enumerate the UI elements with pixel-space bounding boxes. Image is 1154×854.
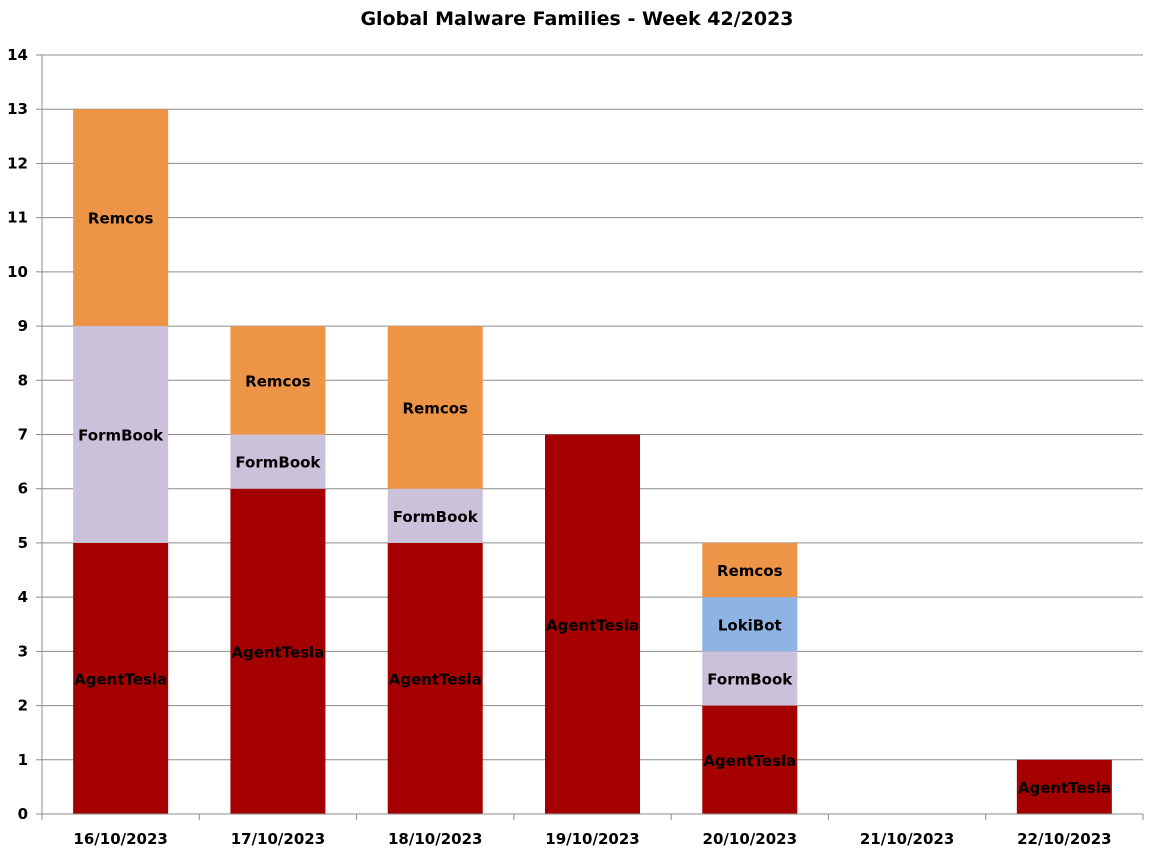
bar-segment-remcos-4: [702, 542, 798, 598]
bar-segment-agenttesla-0: [73, 542, 169, 814]
segment-label-lokibot: LokiBot: [718, 616, 782, 634]
axes: [36, 54, 1144, 820]
segment-label-formbook: FormBook: [78, 427, 164, 445]
bar-segment-agenttesla-6: [1016, 759, 1112, 814]
segment-label-remcos: Remcos: [245, 372, 311, 390]
y-tick-label: 3: [18, 642, 28, 660]
y-tick-label: 12: [7, 154, 28, 172]
y-tick-label: 1: [18, 751, 28, 769]
y-tick-label: 13: [7, 100, 28, 118]
y-tick-label: 14: [7, 46, 28, 64]
labels: 01234567891011121314AgentTeslaFormBookRe…: [7, 46, 1111, 848]
bar-segment-lokibot-4: [702, 597, 798, 652]
bar-segment-agenttesla-3: [545, 434, 640, 814]
segment-label-agenttesla: AgentTesla: [1018, 779, 1111, 797]
segment-label-agenttesla: AgentTesla: [546, 616, 639, 634]
segment-label-agenttesla: AgentTesla: [703, 752, 796, 770]
segment-label-agenttesla: AgentTesla: [74, 670, 167, 688]
bar-segment-remcos-0: [73, 109, 169, 327]
bar-segment-remcos-1: [230, 326, 326, 435]
segment-label-formbook: FormBook: [707, 670, 793, 688]
segment-label-agenttesla: AgentTesla: [389, 670, 482, 688]
x-tick-label: 17/10/2023: [231, 830, 325, 848]
segment-label-remcos: Remcos: [88, 210, 154, 228]
x-tick-label: 19/10/2023: [545, 830, 639, 848]
segment-label-remcos: Remcos: [402, 399, 468, 417]
y-tick-label: 10: [7, 263, 28, 281]
y-tick-label: 0: [18, 805, 28, 823]
x-tick-label: 21/10/2023: [860, 830, 954, 848]
y-tick-label: 8: [18, 371, 28, 389]
y-tick-label: 11: [7, 209, 28, 227]
bar-segment-formbook-0: [73, 326, 169, 543]
bar-segment-agenttesla-1: [230, 488, 326, 814]
segment-label-remcos: Remcos: [717, 562, 783, 580]
segment-label-formbook: FormBook: [235, 454, 321, 472]
segment-label-formbook: FormBook: [393, 508, 479, 526]
x-tick-label: 22/10/2023: [1017, 830, 1111, 848]
y-tick-label: 9: [18, 317, 28, 335]
y-tick-label: 2: [18, 697, 28, 715]
bar-segment-agenttesla-4: [702, 705, 798, 814]
y-tick-label: 4: [18, 588, 28, 606]
x-tick-label: 18/10/2023: [388, 830, 482, 848]
y-tick-label: 6: [18, 480, 28, 498]
chart-title: Global Malware Families - Week 42/2023: [360, 8, 794, 30]
bar-segment-remcos-2: [387, 326, 483, 489]
bars: [73, 109, 1112, 814]
bar-segment-formbook-4: [702, 651, 798, 706]
bar-segment-formbook-1: [230, 434, 326, 489]
y-tick-label: 7: [18, 426, 28, 444]
bar-segment-agenttesla-2: [387, 542, 483, 814]
y-tick-label: 5: [18, 534, 28, 552]
segment-label-agenttesla: AgentTesla: [231, 643, 324, 661]
bar-segment-formbook-2: [387, 488, 483, 543]
x-tick-label: 16/10/2023: [73, 830, 167, 848]
x-tick-label: 20/10/2023: [703, 830, 797, 848]
